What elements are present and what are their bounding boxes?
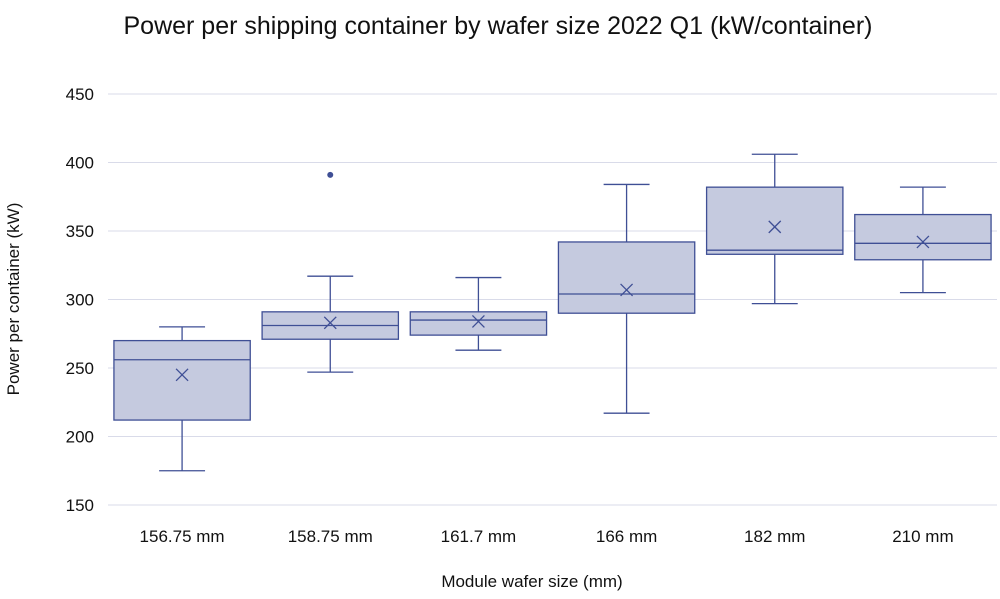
iqr-box bbox=[854, 213, 992, 261]
box-group bbox=[705, 153, 844, 305]
y-tick-label: 250 bbox=[66, 359, 94, 378]
box-group bbox=[854, 186, 992, 294]
box-group bbox=[261, 171, 400, 373]
y-tick-label: 300 bbox=[66, 291, 94, 310]
boxes-layer bbox=[113, 153, 992, 472]
iqr-box bbox=[113, 339, 251, 421]
mean-marker bbox=[768, 220, 782, 234]
x-tick-label: 156.75 mm bbox=[140, 527, 225, 546]
mean-marker bbox=[175, 368, 189, 382]
x-tick-label: 161.7 mm bbox=[441, 527, 517, 546]
y-tick-label: 350 bbox=[66, 222, 94, 241]
y-tick-label: 450 bbox=[66, 85, 94, 104]
mean-marker bbox=[916, 235, 930, 249]
mean-marker bbox=[471, 314, 485, 328]
y-tick-label: 200 bbox=[66, 428, 94, 447]
x-axis-ticks: 156.75 mm 158.75 mm 161.7 mm 166 mm 182 mm 21… bbox=[140, 527, 954, 546]
x-tick-label: 210 mm bbox=[892, 527, 953, 546]
box-group bbox=[409, 276, 548, 351]
iqr-box bbox=[557, 241, 696, 314]
grid-layer bbox=[108, 93, 997, 506]
y-axis-label: Power per container (kW) bbox=[4, 203, 23, 396]
iqr-box bbox=[705, 186, 844, 255]
iqr-box bbox=[409, 311, 548, 336]
x-tick-label: 158.75 mm bbox=[288, 527, 373, 546]
x-axis-label: Module wafer size (mm) bbox=[441, 572, 622, 591]
chart-title: Power per shipping container by wafer si… bbox=[124, 12, 873, 40]
x-tick-label: 166 mm bbox=[596, 527, 657, 546]
x-tick-label: 182 mm bbox=[744, 527, 805, 546]
mean-marker bbox=[620, 283, 634, 297]
y-tick-label: 400 bbox=[66, 154, 94, 173]
box-group bbox=[557, 183, 696, 414]
outlier-point bbox=[327, 171, 334, 178]
box-group bbox=[113, 326, 251, 472]
y-axis-ticks: 150 200 250 300 350 400 450 bbox=[66, 85, 94, 515]
mean-marker bbox=[323, 316, 337, 330]
y-tick-label: 150 bbox=[66, 496, 94, 515]
